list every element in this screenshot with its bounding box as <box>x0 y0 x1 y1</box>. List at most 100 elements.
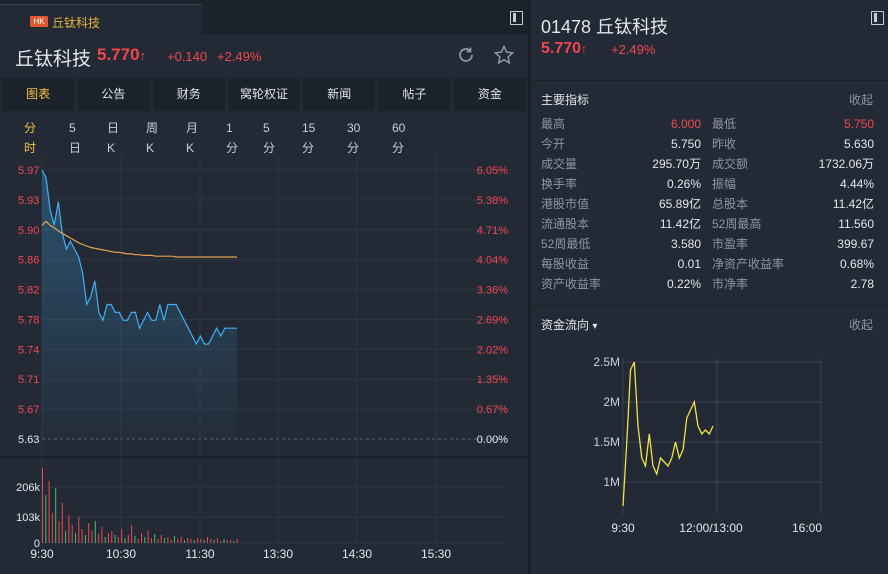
capital-flow-chart: 2.5M 2M 1.5M 1M 9:30 12:00/13:00 16:00 <box>593 355 822 535</box>
x-tick-label: 9:30 <box>30 547 54 561</box>
tab-capital[interactable]: 资金 <box>453 78 526 111</box>
star-icon[interactable] <box>493 44 515 66</box>
price-change: +0.140 <box>167 49 208 64</box>
y-tick-label: 5.67 <box>18 404 39 416</box>
collapse-indicators-button[interactable]: 收起 <box>848 93 873 107</box>
y-tick-label: 5.86 <box>18 255 39 267</box>
sidebar-toggle-icon[interactable] <box>510 11 523 25</box>
pct-tick-label: 0.67% <box>477 404 508 416</box>
period-weekly-k[interactable]: 周K <box>146 121 159 155</box>
x-tick-label: 14:30 <box>342 547 372 561</box>
period-intraday[interactable]: 分时 <box>24 121 37 155</box>
period-5min[interactable]: 5分 <box>263 121 276 155</box>
indicator-item: 成交量 295.70万 <box>541 154 701 174</box>
tab-financials[interactable]: 财务 <box>152 78 225 111</box>
x-tick-label: 9:30 <box>611 521 635 535</box>
pct-tick-label: 4.71% <box>477 225 508 237</box>
tab-posts[interactable]: 帖子 <box>378 78 451 111</box>
average-price-line <box>41 220 237 258</box>
tab-chart[interactable]: 图表 <box>2 78 75 111</box>
y-tick-label: 2.5M <box>593 355 620 369</box>
tab-label: 丘钛科技 <box>52 16 101 30</box>
volume-tick-label: 0 <box>34 538 40 550</box>
tab-announcements[interactable]: 公告 <box>77 78 150 111</box>
y-tick-label: 1.5M <box>593 435 620 449</box>
pct-tick-label: 5.38% <box>477 195 508 207</box>
pct-tick-label: 0.00% <box>477 434 508 446</box>
indicator-value: 399.67 <box>837 237 874 251</box>
hk-badge: HK <box>30 16 48 27</box>
indicator-value: 3.580 <box>670 237 701 251</box>
sub-tabs: 图表 公告 财务 窝轮权证 新闻 帖子 资金 <box>0 78 528 111</box>
indicator-value: 5.630 <box>843 137 874 151</box>
indicator-label: 最低 <box>712 117 737 131</box>
y-tick-label: 5.90 <box>18 225 39 237</box>
indicator-value: 295.70万 <box>652 157 701 171</box>
indicator-item: 市净率 2.78 <box>712 274 874 294</box>
indicator-label: 52周最高 <box>712 217 762 231</box>
pct-tick-label: 2.02% <box>477 344 508 356</box>
collapse-flow-button[interactable]: 收起 <box>848 318 873 332</box>
indicator-item: 港股市值 65.89亿 <box>541 194 701 214</box>
indicator-item: 每股收益 0.01 <box>541 254 701 274</box>
indicator-value: 0.68% <box>839 257 874 271</box>
period-60min[interactable]: 60分 <box>392 121 406 155</box>
x-tick-label: 10:30 <box>106 547 136 561</box>
period-15min[interactable]: 15分 <box>302 121 316 155</box>
y-tick-label: 5.82 <box>18 285 39 297</box>
stock-code-name: 01478 丘钛科技 <box>541 17 669 37</box>
up-arrow-icon: ↑ <box>139 48 147 63</box>
indicator-item: 最低 5.750 <box>712 114 874 134</box>
indicator-item: 今开 5.750 <box>541 134 701 154</box>
tab-warrants[interactable]: 窝轮权证 <box>227 78 301 111</box>
indicator-item: 52周最低 3.580 <box>541 234 701 254</box>
period-5day[interactable]: 5日 <box>69 121 82 155</box>
indicator-label: 每股收益 <box>541 257 590 271</box>
indicator-item: 流通股本 11.42亿 <box>541 214 701 234</box>
y-tick-label: 2M <box>603 395 620 409</box>
indicators-title: 主要指标 <box>541 93 590 107</box>
stock-tab[interactable]: HK 丘钛科技 <box>0 4 202 34</box>
indicator-value: 0.26% <box>666 177 701 191</box>
up-arrow-icon: ↑ <box>581 42 588 56</box>
indicator-value: 11.42亿 <box>832 197 874 211</box>
indicator-item: 净资产收益率 0.68% <box>712 254 874 274</box>
indicator-label: 市盈率 <box>712 237 749 251</box>
indicator-label: 最高 <box>541 117 566 131</box>
y-tick-label: 5.63 <box>18 434 39 446</box>
period-daily-k[interactable]: 日K <box>107 121 120 155</box>
y-tick-label: 5.97 <box>18 165 39 177</box>
quote-price: 5.770↑ <box>541 40 588 57</box>
panel-divider[interactable] <box>528 0 531 574</box>
indicator-item: 换手率 0.26% <box>541 174 701 194</box>
indicator-value: 11.42亿 <box>659 217 701 231</box>
indicator-item: 昨收 5.630 <box>712 134 874 154</box>
refresh-icon[interactable] <box>455 44 477 66</box>
period-monthly-k[interactable]: 月K <box>186 121 199 155</box>
pct-tick-label: 2.69% <box>477 314 508 326</box>
indicator-item: 52周最高 11.560 <box>712 214 874 234</box>
x-tick-label: 12:00/13:00 <box>679 521 743 535</box>
indicator-value: 65.89亿 <box>658 197 701 211</box>
indicator-item: 总股本 11.42亿 <box>712 194 874 214</box>
indicator-label: 市净率 <box>712 277 749 291</box>
pct-tick-label: 1.35% <box>477 374 508 386</box>
panel-toggle-icon[interactable] <box>871 11 884 25</box>
tab-news[interactable]: 新闻 <box>303 78 376 111</box>
indicator-value: 1732.06万 <box>818 157 874 171</box>
price-area <box>42 170 237 439</box>
flow-title[interactable]: 资金流向 ▾ <box>541 318 598 332</box>
y-tick-label: 5.71 <box>18 374 39 386</box>
period-30min[interactable]: 30分 <box>347 121 361 155</box>
current-price: 5.770↑ <box>97 45 147 64</box>
volume-tick-label: 103k <box>16 512 40 524</box>
indicator-value: 5.750 <box>843 117 874 131</box>
period-1min[interactable]: 1分 <box>226 121 239 155</box>
stock-name: 丘钛科技 <box>15 49 92 70</box>
indicator-label: 港股市值 <box>541 197 590 211</box>
indicator-item: 最高 6.000 <box>541 114 701 134</box>
indicator-item: 振幅 4.44% <box>712 174 874 194</box>
indicator-value: 4.44% <box>839 177 874 191</box>
intraday-chart[interactable]: 5.97 6.05% 5.93 5.38% 5.90 4.71% 5.86 4.04% 5.82… <box>0 145 528 574</box>
y-tick-label: 5.74 <box>18 344 39 356</box>
